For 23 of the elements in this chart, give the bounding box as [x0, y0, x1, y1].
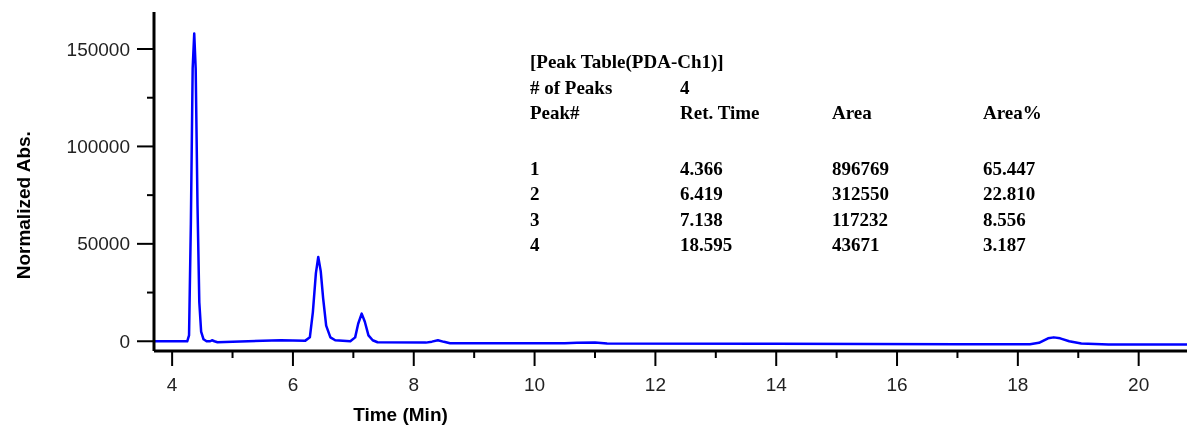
text: # of Peaks 4 [530, 76, 690, 98]
x-tick-label: 16 [886, 374, 908, 395]
x-axis-title: Time (Min) [353, 404, 448, 425]
x-tick-label: 8 [408, 374, 420, 395]
y-tick-label: 100000 [66, 136, 130, 158]
x-tick-label: 10 [524, 374, 546, 395]
text: 2 6.419 312550 22.810 [530, 183, 1036, 204]
x-tick-label: 14 [765, 374, 788, 395]
x-tick-label: 18 [1007, 374, 1029, 395]
text: 4 18.595 43671 3.187 [530, 234, 1026, 255]
text: 3 7.138 117232 8.556 [530, 208, 1026, 230]
y-tick-label: 150000 [66, 38, 130, 60]
x-tick-label: 6 [287, 374, 299, 395]
x-tick-label: 4 [166, 374, 178, 395]
text: 1 4.366 896769 65.447 [530, 157, 1036, 179]
y-axis-title: Normalized Abs. [13, 131, 34, 280]
x-tick-label: 20 [1128, 374, 1150, 395]
line-series [154, 32, 1187, 346]
text: Peak# Ret. Time Area Area% [530, 102, 1042, 123]
annotation: [Peak Table(PDA-Ch1)] [530, 51, 724, 73]
x-tick-label: 12 [644, 374, 666, 395]
y-tick-label: 50000 [77, 233, 130, 255]
y-tick-label: 0 [119, 330, 130, 352]
